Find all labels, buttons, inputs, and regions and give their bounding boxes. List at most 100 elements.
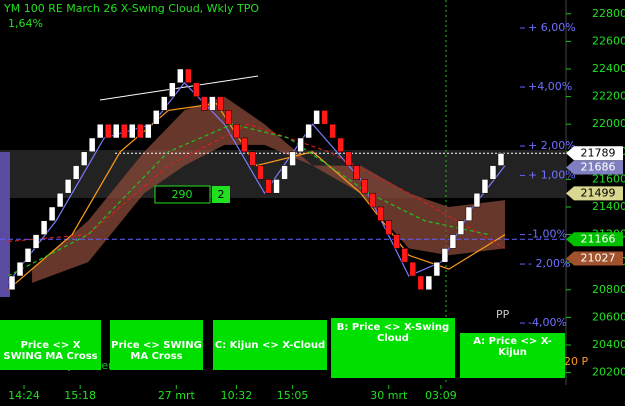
tpo-profile xyxy=(0,152,10,297)
brick xyxy=(433,261,441,277)
y-tick-label: 20600 xyxy=(592,310,625,323)
y-tick-label: 22200 xyxy=(592,90,625,103)
price-label: 21027 xyxy=(581,251,616,264)
brick xyxy=(24,248,32,263)
brick xyxy=(369,192,376,208)
brick xyxy=(241,137,248,153)
y-tick-label: 22400 xyxy=(592,62,625,75)
brick xyxy=(80,151,88,166)
brick xyxy=(313,110,320,125)
brick xyxy=(473,192,481,208)
indicator-line xyxy=(7,102,506,291)
price-marker xyxy=(566,251,623,266)
chart-subtitle: 1,64% xyxy=(8,17,43,30)
brick xyxy=(385,220,393,235)
brick xyxy=(209,96,216,111)
y-tick-label: 22600 xyxy=(592,34,625,47)
price-label: 21686 xyxy=(581,161,616,174)
brick xyxy=(401,248,409,263)
x-tick-label: 10:32 xyxy=(221,389,253,402)
alert-button[interactable]: C: Kijun <> X-Cloud xyxy=(213,320,327,370)
brick xyxy=(8,275,16,291)
price-label: 21499 xyxy=(581,186,616,199)
brick xyxy=(177,68,184,84)
y-tick-label: 22800 xyxy=(592,7,625,20)
alert-button[interactable]: Price <> SWING MA Cross xyxy=(110,320,203,370)
brick xyxy=(161,96,168,111)
brick xyxy=(441,248,449,263)
y-tick-label: 20800 xyxy=(592,283,625,296)
indicator-line xyxy=(7,123,506,249)
brick xyxy=(249,151,256,166)
x-tick-label: 03:09 xyxy=(425,389,457,402)
brick xyxy=(417,275,425,291)
brick xyxy=(201,96,208,111)
brick xyxy=(289,151,296,166)
brick xyxy=(297,137,304,153)
brick xyxy=(361,179,368,194)
brick xyxy=(64,179,72,194)
brick xyxy=(185,68,192,84)
percent-label: + 6,00% xyxy=(528,21,576,34)
brick xyxy=(88,137,96,153)
indicator-line xyxy=(7,81,506,284)
brick xyxy=(273,179,280,194)
pivot-label: PP xyxy=(496,308,510,321)
brick xyxy=(353,165,360,180)
brick xyxy=(233,123,240,139)
brick xyxy=(449,234,457,249)
brick xyxy=(497,153,505,166)
price-label: 21166 xyxy=(581,232,616,245)
x-tick-label: 14:24 xyxy=(8,389,40,402)
brick xyxy=(96,123,104,139)
brick xyxy=(56,192,64,208)
y-tick-label: 20400 xyxy=(592,338,625,351)
brick xyxy=(217,96,224,111)
x-tick-label: 27 mrt xyxy=(158,389,196,402)
percent-label: + 1,00% xyxy=(528,169,576,182)
brick xyxy=(257,165,264,180)
counter-text: 2 xyxy=(218,188,225,201)
brick xyxy=(481,179,489,194)
brick xyxy=(128,123,136,139)
x-tick-label: 30 mrt xyxy=(370,389,408,402)
brick xyxy=(112,123,120,139)
brick xyxy=(489,165,497,180)
brick xyxy=(16,261,24,277)
price-marker xyxy=(566,232,623,247)
brick xyxy=(425,275,433,291)
counter-box xyxy=(212,186,230,203)
brick xyxy=(321,110,328,125)
brick xyxy=(457,220,465,235)
alert-button[interactable]: Price <> X SWING MA Cross xyxy=(0,320,101,370)
brick xyxy=(265,179,272,194)
brick xyxy=(145,123,152,139)
brick xyxy=(48,206,56,222)
brick xyxy=(393,234,401,249)
brick xyxy=(465,206,473,222)
counter-box xyxy=(154,185,211,204)
brick xyxy=(329,123,336,139)
counter-text: 290 xyxy=(172,188,193,201)
percent-label: - 2,00% xyxy=(528,257,570,270)
cloud xyxy=(32,96,505,283)
indicator-line xyxy=(7,123,490,277)
brick xyxy=(409,261,417,277)
brick xyxy=(225,110,232,125)
price-label: 21789 xyxy=(581,146,616,159)
alert-button[interactable]: A: Price <> X- Kijun xyxy=(460,333,565,378)
brick xyxy=(305,123,312,139)
brick xyxy=(72,165,80,180)
chart-title: YM 100 RE March 26 X-Swing Cloud, Wkly T… xyxy=(3,2,259,15)
y-tick-label: 21600 xyxy=(592,172,625,185)
brick xyxy=(40,220,48,235)
brick xyxy=(193,82,200,97)
x-tick-label: 15:05 xyxy=(277,389,309,402)
brick xyxy=(337,137,344,153)
trend-line xyxy=(99,75,259,101)
alert-button[interactable]: B: Price <> X-Swing Cloud xyxy=(331,318,455,378)
y-tick-label: 22000 xyxy=(592,117,625,130)
brick xyxy=(32,234,40,249)
price-marker xyxy=(566,146,623,161)
